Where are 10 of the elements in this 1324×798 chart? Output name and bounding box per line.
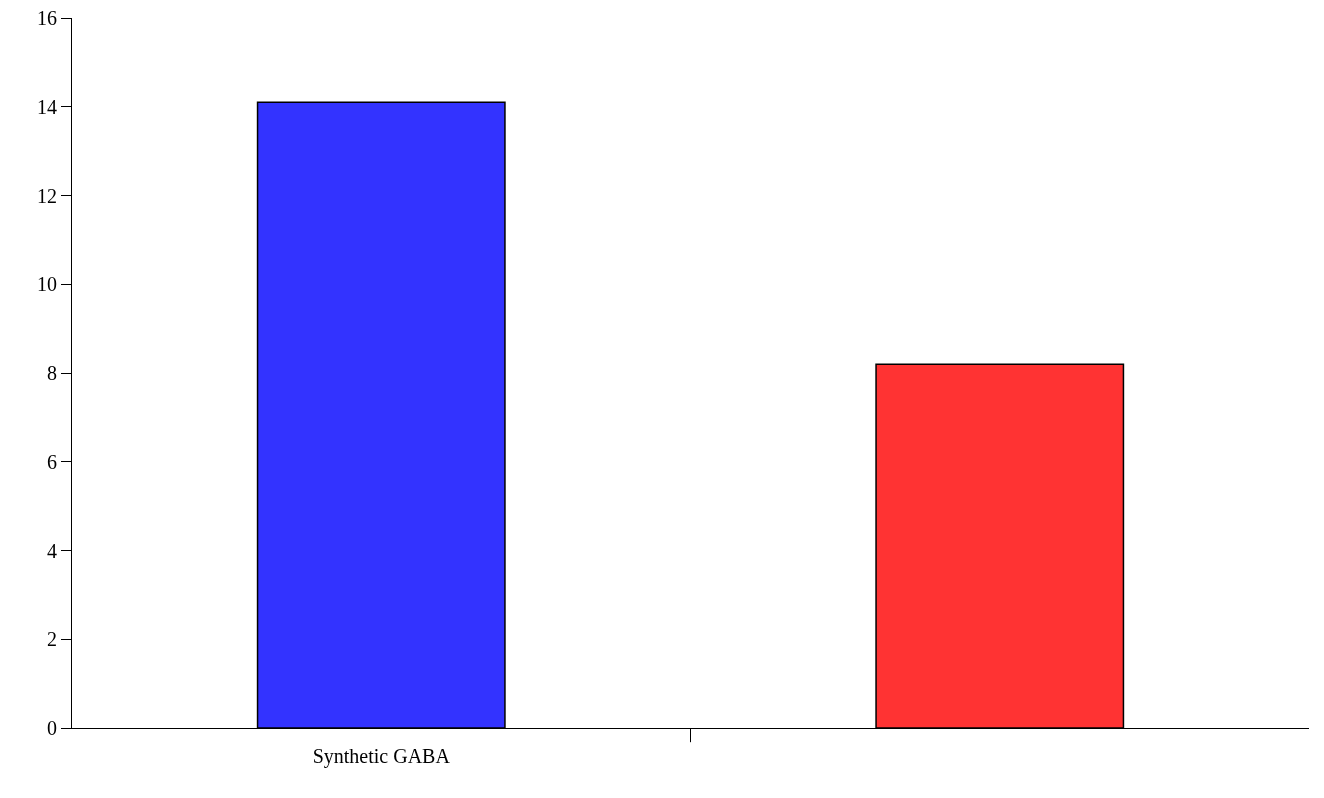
- y-tick-label: 8: [47, 362, 57, 384]
- x-tick-label: Synthetic GABA: [312, 745, 451, 768]
- y-tick-label: 2: [47, 628, 57, 651]
- y-tick-label: 4: [47, 539, 57, 562]
- y-tick-label: 10: [37, 273, 57, 296]
- y-tick-label: 14: [37, 95, 57, 118]
- y-tick-label: 0: [47, 717, 57, 739]
- y-tick-label: 12: [37, 184, 57, 207]
- y-tick-label: 6: [47, 450, 57, 473]
- y-tick-label: 16: [37, 7, 57, 29]
